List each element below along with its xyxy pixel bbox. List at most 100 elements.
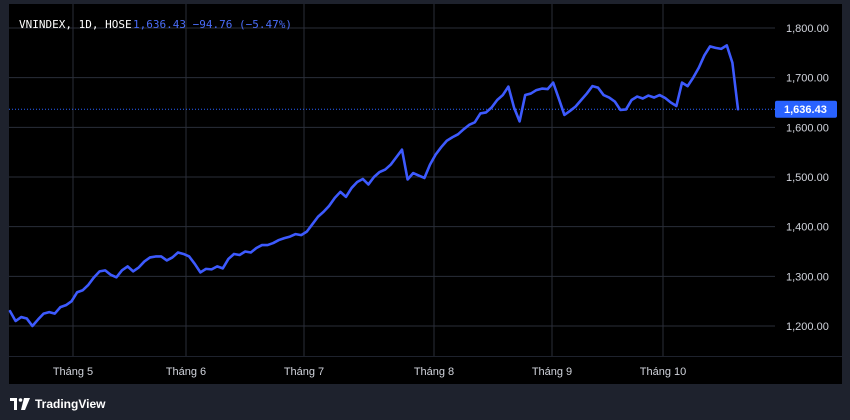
data-point [446,140,448,142]
data-point [726,44,728,46]
data-point [160,255,162,257]
data-point [619,109,621,111]
data-point [171,256,173,258]
data-point [356,181,358,183]
data-point [177,251,179,253]
data-point [199,271,201,273]
price-tick-label: 1,600.00 [786,122,829,134]
price-axis-ticks: 1,800.00 1,700.00 1,600.00 1,500.00 1,400.00… [786,23,829,333]
data-point [37,319,39,321]
data-point [530,93,532,95]
data-point [580,99,582,101]
data-point [250,251,252,253]
data-point [563,114,565,116]
data-point [216,265,218,267]
data-point [502,94,504,96]
data-point [239,254,241,256]
time-tick-label: Tháng 9 [532,366,572,378]
data-point [379,171,381,173]
data-point [43,313,45,315]
data-point [491,106,493,108]
data-point [653,97,655,99]
data-point [20,316,22,318]
data-point [115,276,117,278]
data-point [155,255,157,257]
data-point [138,266,140,268]
data-point [608,97,610,99]
data-point [283,237,285,239]
footer: TradingView [0,386,850,420]
price-series-line [8,44,740,328]
data-point [474,121,476,123]
data-point [121,269,123,271]
data-point [519,120,521,122]
price-tick-label: 1,800.00 [786,23,829,35]
data-point [659,94,661,96]
tradingview-logo[interactable]: TradingView [10,397,105,411]
tradingview-logo-icon [10,398,30,410]
data-point [82,289,84,291]
data-point [496,99,498,101]
data-point [272,242,274,244]
data-point [311,223,313,225]
price-tick-label: 1,500.00 [786,172,829,184]
data-point [367,183,369,185]
data-point [636,96,638,98]
price-tick-label: 1,700.00 [786,73,829,85]
data-point [625,108,627,110]
data-point [552,82,554,84]
last-price-tag: 1,636.43 [775,100,837,118]
data-point [457,133,459,135]
symbol-title[interactable]: VNINDEX, 1D, HOSE [19,18,132,31]
last-price-tag-background [775,100,837,118]
data-point [642,98,644,100]
data-point [720,48,722,50]
data-point [205,268,207,270]
data-point [670,102,672,104]
data-point [451,136,453,138]
data-point [513,106,515,108]
data-point [575,105,577,107]
data-point [351,187,353,189]
data-point [71,300,73,302]
data-point [715,47,717,49]
data-point [485,111,487,113]
data-point [524,94,526,96]
time-tick-label: Tháng 10 [640,366,686,378]
data-point [597,87,599,89]
data-point [211,268,213,270]
chart-canvas[interactable]: 1,800.00 1,700.00 1,600.00 1,500.00 1,400.00… [0,0,850,386]
time-axis[interactable] [9,357,842,384]
plot-area[interactable] [9,4,775,356]
data-point [261,244,263,246]
time-tick-label: Tháng 5 [53,366,93,378]
data-point [48,311,50,313]
data-point [99,270,101,272]
data-point [603,94,605,96]
data-point [9,310,11,312]
data-point [435,154,437,156]
data-point [390,164,392,166]
data-point [289,236,291,238]
data-point [675,105,677,107]
tradingview-brand: TradingView [35,397,106,411]
data-point [328,205,330,207]
data-point [647,95,649,97]
data-point [194,263,196,265]
data-point [166,259,168,261]
data-point [418,175,420,177]
data-point [31,325,33,327]
data-point [703,54,705,56]
data-point [373,176,375,178]
data-point [547,88,549,90]
data-point [362,178,364,180]
data-point [278,239,280,241]
data-point [65,304,67,306]
data-point [731,62,733,64]
data-point [76,291,78,293]
price-axis[interactable] [775,4,842,356]
data-point [183,253,185,255]
data-point [26,318,28,320]
quote-summary: 1,636.43 −94.76 (−5.47%) [133,18,292,31]
data-point [687,85,689,87]
